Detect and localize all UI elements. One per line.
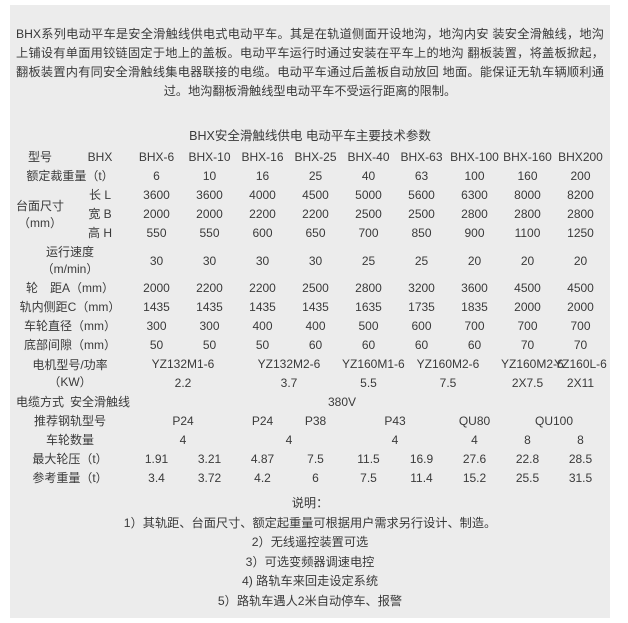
notes-heading: 说明： <box>291 496 329 511</box>
notes-block: 说明： 1）其轨距、台面尺寸、额定起重量可根据用户需求另行设计、制造。 2）无线遥… <box>10 494 610 611</box>
table-row: 宽 B 2000 2000 2200 2200 2500 2500 2800 2800 2800 <box>88 207 594 222</box>
table-row-cable: 电缆方式 安全滑触线 380V <box>15 395 357 410</box>
table-row: 轮 距A（mm） 2000 2200 2200 2500 2800 3200 3600 4500… <box>26 281 594 296</box>
notes-list: 1）其轨距、台面尺寸、额定起重量可根据用户需求另行设计、制造。 2）无线遥控装置可… <box>10 514 610 612</box>
table-row: 参考重量（t） 3.4 3.72 4.2 6 7.5 11.4 15.2 25.5 31.5 <box>32 471 593 486</box>
spec-table-body: 型号 BHX BHX-6 BHX-10 BHX-16 BHX-25 BHX-40 BHX-63… <box>10 148 607 488</box>
table-row-motor: 电机型号/功率 （KW） YZ132M1-6 YZ132M2-6 YZ160M1-6 YZ… <box>32 357 607 390</box>
table-row: 台面尺寸 （mm）长 L 3600 3600 4000 4500 5000 5600 6300 8… <box>15 188 594 230</box>
table-row: 高 H 550 550 600 650 700 850 900 1100 1250 <box>87 226 594 241</box>
note-item: 4) 路轨车来回走设定系统 <box>241 574 379 589</box>
table-row: 最大轮压（t） 1.91 3.21 4.87 7.5 11.5 16.9 27.6 22.8 28… <box>32 452 593 467</box>
table-row: 车轮直径（mm） 300 300 400 400 500 600 700 700 700 <box>24 319 591 334</box>
note-item: 5）路轨车遇人2米自动停车、报警 <box>217 593 403 608</box>
table-row-motor-power: 2.2 3.7 5.5 7.5 2X7.5 2X11 <box>174 376 595 391</box>
note-item: 2）无线遥控装置可选 <box>251 535 369 550</box>
table-row: 轨内侧距C（mm） 1435 1435 1435 1435 1635 1735 1835 200… <box>19 300 594 315</box>
table-row-rail: 推荐钢轨型号 P24 P24 P38 P43 QU80 QU100 <box>33 414 574 429</box>
table-row: 运行速度 （m/min） 30 30 30 30 25 25 20 20 20 <box>41 245 588 277</box>
table-row-wheels: 车轮数量 4 4 4 4 8 8 <box>45 433 584 448</box>
table-title: BHX安全滑触线供电 电动平车主要技术参数 <box>189 129 431 144</box>
document-page: BHX系列电动平车是安全滑触线供电式电动平车。其是在轨道侧面开设地沟，地沟内安 … <box>10 5 610 618</box>
intro-paragraph: BHX系列电动平车是安全滑触线供电式电动平车。其是在轨道侧面开设地沟，地沟内安 … <box>16 27 604 99</box>
table-row: 底部间隙（mm） 50 50 50 60 60 60 60 70 70 <box>24 338 588 353</box>
note-item: 3）可选变频器调速电控 <box>245 554 375 569</box>
table-row-header: 型号 BHX BHX-6 BHX-10 BHX-16 BHX-25 BHX-40 BHX-63… <box>27 150 603 165</box>
note-item: 1）其轨距、台面尺寸、额定起重量可根据用户需求另行设计、制造。 <box>123 515 497 530</box>
table-row: 额定裁重量（t） 6 10 16 25 40 63 100 160 200 <box>26 169 591 184</box>
spec-table: 型号 BHX BHX-6 BHX-10 BHX-16 BHX-25 BHX-40 BHX-63… <box>10 148 607 488</box>
